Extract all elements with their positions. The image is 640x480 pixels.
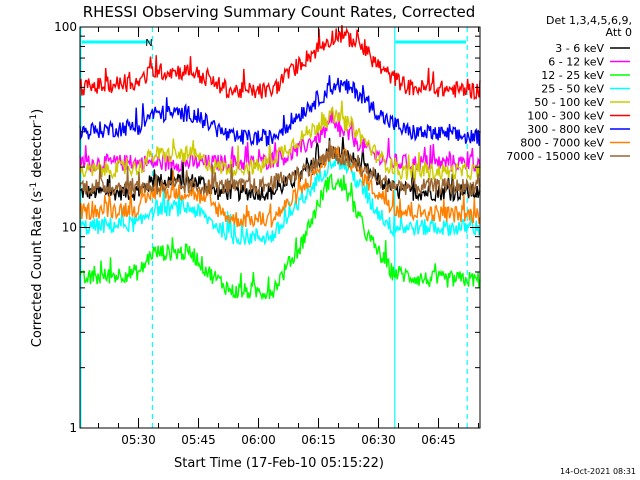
legend-label: 50 - 100 keV bbox=[534, 96, 604, 109]
series-line-800-7000keV bbox=[79, 145, 481, 228]
legend-label: 300 - 800 keV bbox=[527, 123, 604, 136]
legend-label: 25 - 50 keV bbox=[541, 83, 604, 96]
legend-label: 100 - 300 keV bbox=[527, 110, 604, 123]
y-tick-label: 1 bbox=[69, 421, 77, 435]
x-tick-label: 05:45 bbox=[181, 433, 216, 447]
footer-date: 14-Oct-2021 08:31 bbox=[560, 467, 636, 476]
top-bar-label: N bbox=[145, 38, 152, 49]
series-line-6-12keV bbox=[79, 107, 481, 174]
legend-label: 7000 - 15000 keV bbox=[506, 150, 604, 163]
legend-label: 800 - 7000 keV bbox=[520, 137, 604, 150]
x-tick-label: 06:30 bbox=[361, 433, 396, 447]
x-tick-label: 05:30 bbox=[121, 433, 156, 447]
legend-header-2: Att 0 bbox=[606, 26, 632, 39]
x-axis-label: Start Time (17-Feb-10 05:15:22) bbox=[174, 456, 384, 471]
y-axis-label: Corrected Count Rate (s-1 detector-1) bbox=[29, 109, 45, 347]
axes: 100 10 1 05:30 05:45 06:00 06:15 06:30 06:45 bbox=[54, 20, 481, 447]
series-line-25-50keV bbox=[79, 152, 481, 246]
legend-header-1: Det 1,3,4,5,6,9, bbox=[546, 14, 632, 27]
x-tick-label: 06:15 bbox=[301, 433, 336, 447]
series-line-50-100keV bbox=[79, 100, 481, 181]
series-line-100-300keV bbox=[79, 24, 481, 101]
x-tick-label: 06:00 bbox=[241, 433, 276, 447]
legend-label: 3 - 6 keV bbox=[555, 42, 604, 55]
y-tick-label: 10 bbox=[62, 221, 77, 235]
legend-label: 12 - 25 keV bbox=[541, 69, 604, 82]
series-line-12-25keV bbox=[79, 173, 481, 301]
chart-title: RHESSI Observing Summary Count Rates, Co… bbox=[83, 3, 476, 21]
plot-area: N bbox=[79, 24, 481, 428]
series-line-300-800keV bbox=[79, 75, 481, 147]
series-line-7000-15000keV bbox=[79, 140, 481, 197]
y-tick-label: 100 bbox=[54, 20, 77, 34]
x-tick-label: 06:45 bbox=[421, 433, 456, 447]
legend-label: 6 - 12 keV bbox=[548, 56, 604, 69]
